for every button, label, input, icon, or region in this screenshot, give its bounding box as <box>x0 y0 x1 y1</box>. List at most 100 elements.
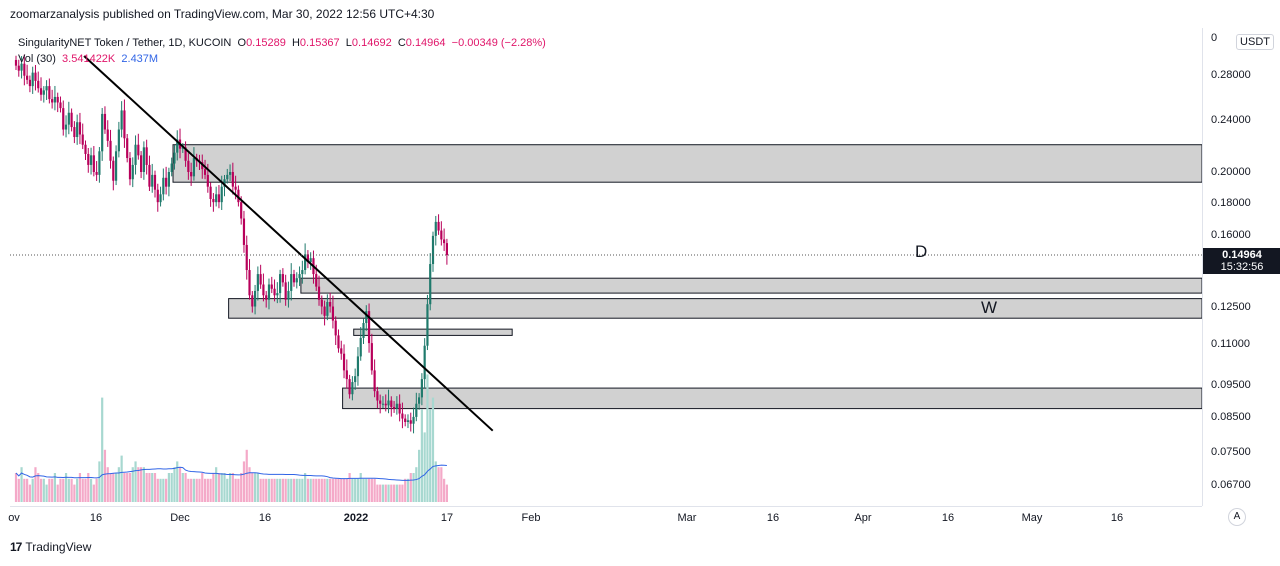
candle-body <box>181 147 184 149</box>
volume-bar <box>356 478 360 502</box>
candle-body <box>326 301 329 316</box>
volume-bar <box>267 478 271 502</box>
volume-bar <box>331 478 335 502</box>
volume-bar <box>190 478 193 502</box>
publisher-line: zoomarzanalysis published on TradingView… <box>10 7 435 21</box>
candle-body <box>223 179 226 187</box>
volume-bar <box>384 484 387 502</box>
volume-bar <box>220 473 223 502</box>
volume-bar <box>326 478 329 502</box>
volume-bar <box>134 461 137 502</box>
candle-body <box>351 382 354 395</box>
volume-bar <box>242 461 246 502</box>
brand-name: TradingView <box>25 540 92 554</box>
volume-bar <box>109 473 112 502</box>
candle-body <box>26 75 29 80</box>
time-tick: 16 <box>258 512 272 524</box>
candle-body <box>304 254 307 271</box>
volume-bar <box>376 484 379 502</box>
volume-bar <box>312 478 315 502</box>
candle-body <box>176 139 179 153</box>
time-tick: 16 <box>766 512 780 524</box>
candle-body <box>404 418 407 422</box>
volume-bar <box>201 473 204 502</box>
candle-body <box>320 299 323 307</box>
volume-bar <box>114 473 118 502</box>
volume-bar <box>334 478 337 502</box>
volume-bar <box>87 473 90 502</box>
volume-bar <box>51 478 54 502</box>
candle-body <box>51 99 54 103</box>
volume-bar <box>140 467 143 502</box>
candle-body <box>342 353 346 371</box>
candle-body <box>220 186 223 203</box>
volume-bar <box>215 467 218 502</box>
candle-body <box>31 72 34 87</box>
candle-body <box>248 270 251 296</box>
volume-bar <box>292 478 296 502</box>
volume-bar <box>359 473 362 502</box>
candle-body <box>184 147 187 161</box>
candle-body <box>162 177 165 195</box>
zone-rectangle <box>300 277 1202 294</box>
volume-bar <box>153 473 157 502</box>
candle-body <box>259 274 262 285</box>
volume-bar <box>298 478 301 502</box>
candle-body <box>443 239 446 244</box>
price-label: 0.24000 <box>1211 114 1251 126</box>
volume-bar <box>76 478 79 502</box>
candle-body <box>309 258 312 263</box>
candle-body <box>215 194 218 203</box>
candle-body <box>70 112 73 128</box>
candle-body <box>59 102 62 109</box>
volume-bar <box>234 478 237 502</box>
volume-bar <box>64 473 68 502</box>
candle-body <box>212 198 215 203</box>
volume-bar <box>159 478 162 502</box>
footer-brand[interactable]: 17 TradingView <box>10 540 91 554</box>
candle-body <box>34 72 37 81</box>
volume-bar <box>387 484 390 502</box>
ohlc-row: SingularityNET Token / Tether, 1D, KUCOI… <box>18 35 546 51</box>
auto-scale-button[interactable]: A <box>1228 508 1246 526</box>
candle-body <box>62 108 65 130</box>
time-tick-year: 2022 <box>343 512 369 524</box>
volume-bar <box>112 473 115 502</box>
volume-bar <box>17 478 20 502</box>
candle-body <box>295 278 298 283</box>
volume-bar <box>420 409 423 502</box>
candle-body <box>420 379 423 398</box>
high-label: H <box>291 37 300 49</box>
time-tick: Apr <box>854 512 872 524</box>
volume-bar <box>342 478 346 502</box>
symbol-title[interactable]: SingularityNET Token / Tether, 1D, KUCOI… <box>18 37 232 49</box>
volume-label[interactable]: Vol (30) <box>18 53 56 65</box>
candle-body <box>84 144 87 154</box>
volume-bar <box>445 484 448 502</box>
candle-body <box>226 174 229 180</box>
candle-body <box>120 110 123 130</box>
price-axis[interactable]: 0 USDT 0.28000 0.24000 0.20000 0.18000 0… <box>1202 28 1280 506</box>
volume-bar <box>151 473 154 502</box>
volume-bar <box>42 478 45 502</box>
trendline <box>83 55 494 432</box>
volume-bar <box>256 473 259 502</box>
time-axis[interactable]: ov 16 Dec 16 2022 17 Feb Mar 16 Apr 16 M… <box>8 506 1202 528</box>
candle-body <box>390 400 393 407</box>
volume-ma-line <box>15 464 447 481</box>
price-label: 0.12500 <box>1211 301 1251 313</box>
currency-button[interactable]: USDT <box>1236 34 1274 50</box>
candlestick-chart[interactable] <box>10 28 1202 506</box>
volume-bar <box>128 473 132 502</box>
candle-body <box>445 243 448 256</box>
candle-body <box>253 290 257 307</box>
candle-body <box>190 172 193 177</box>
close-label: C <box>397 37 406 49</box>
candle-body <box>81 134 84 145</box>
candle-body <box>354 376 357 383</box>
chart-pane[interactable] <box>10 28 1202 506</box>
volume-bar <box>434 461 437 502</box>
candle-body <box>87 153 90 165</box>
volume-bar <box>167 473 170 502</box>
volume-bar <box>329 478 332 502</box>
